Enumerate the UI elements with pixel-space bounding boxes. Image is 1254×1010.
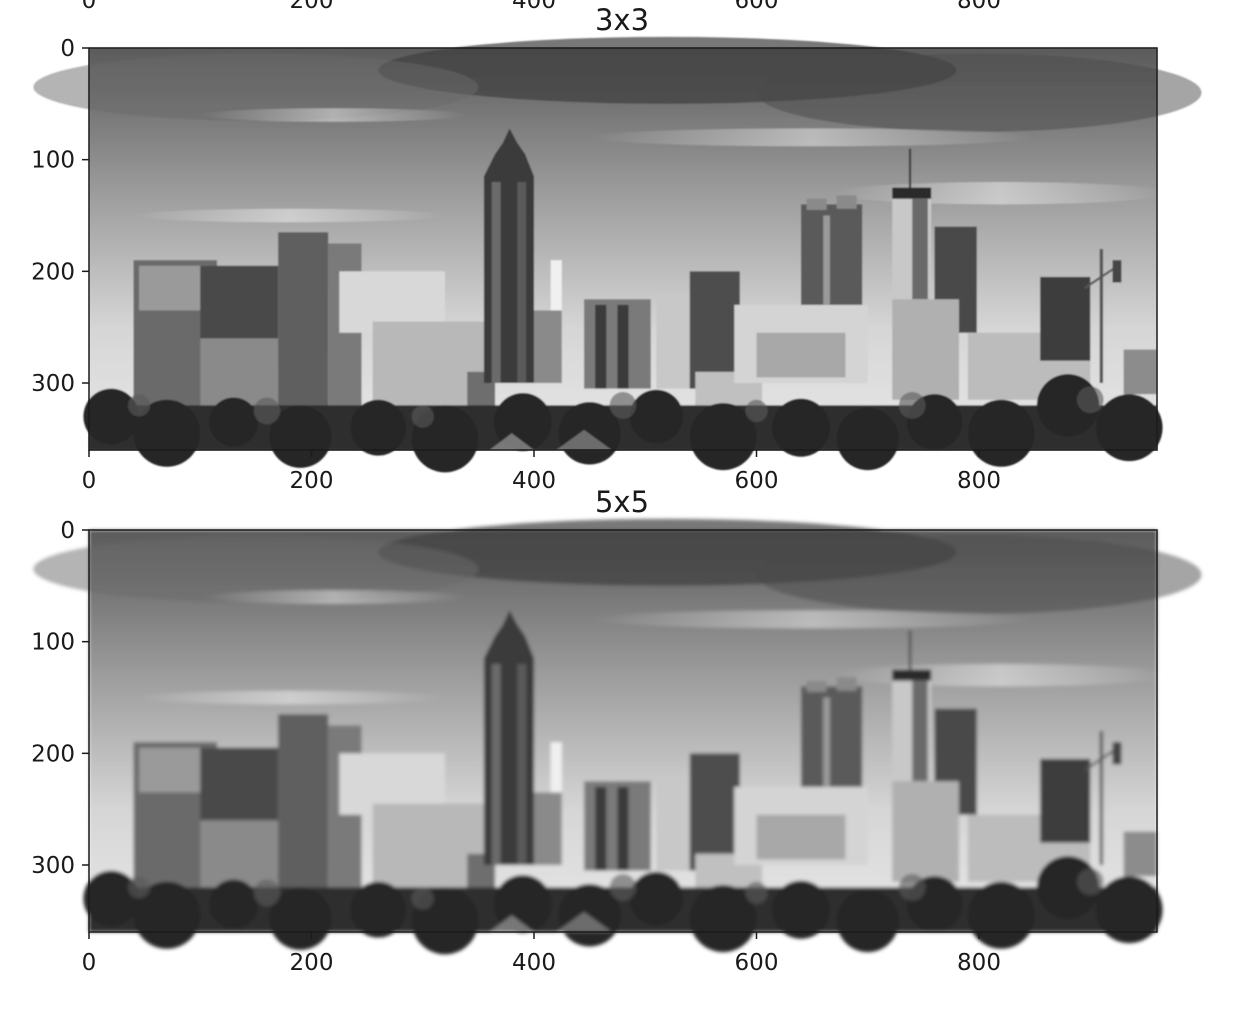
x-tick-label: 600 xyxy=(735,950,779,976)
y-tick-label: 300 xyxy=(31,853,75,879)
x-tick-label: 400 xyxy=(512,0,556,14)
x-tick-label: 0 xyxy=(82,0,97,14)
y-tick-label: 200 xyxy=(31,259,75,285)
panel-3x3: 3x3 0 200 400 600 800 0 100 200 300 xyxy=(31,3,1204,494)
cropped-x-axis-top: 0 200 400 600 800 xyxy=(82,0,1001,14)
x-tick-label: 400 xyxy=(512,950,556,976)
y-axis: 0 100 200 300 xyxy=(31,518,89,879)
panel-image xyxy=(31,517,1204,957)
x-tick-label: 200 xyxy=(290,0,334,14)
y-tick-label: 200 xyxy=(31,741,75,767)
x-tick-label: 200 xyxy=(290,950,334,976)
panel-title: 5x5 xyxy=(595,485,649,519)
y-axis: 0 100 200 300 xyxy=(31,36,89,397)
x-tick-label: 800 xyxy=(957,950,1001,976)
x-tick-label: 800 xyxy=(957,468,1001,494)
x-tick-label: 200 xyxy=(290,468,334,494)
x-tick-label: 800 xyxy=(957,0,1001,14)
x-axis: 0 200 400 600 800 xyxy=(82,450,1001,494)
axes-frame xyxy=(88,529,1158,933)
panel-image xyxy=(31,35,1204,475)
y-tick-label: 0 xyxy=(60,518,75,544)
y-tick-label: 0 xyxy=(60,36,75,62)
x-tick-label: 0 xyxy=(82,950,97,976)
axes-frame xyxy=(88,47,1158,451)
y-tick-label: 100 xyxy=(31,148,75,174)
x-axis: 0 200 400 600 800 xyxy=(82,932,1001,976)
panel-5x5: 5x5 0 200 400 600 800 0 100 200 300 xyxy=(31,485,1204,976)
panel-title: 3x3 xyxy=(595,3,649,37)
x-tick-label: 0 xyxy=(82,468,97,494)
x-tick-label: 400 xyxy=(512,468,556,494)
x-tick-label: 600 xyxy=(735,468,779,494)
y-tick-label: 100 xyxy=(31,630,75,656)
x-tick-label: 600 xyxy=(735,0,779,14)
y-tick-label: 300 xyxy=(31,371,75,397)
